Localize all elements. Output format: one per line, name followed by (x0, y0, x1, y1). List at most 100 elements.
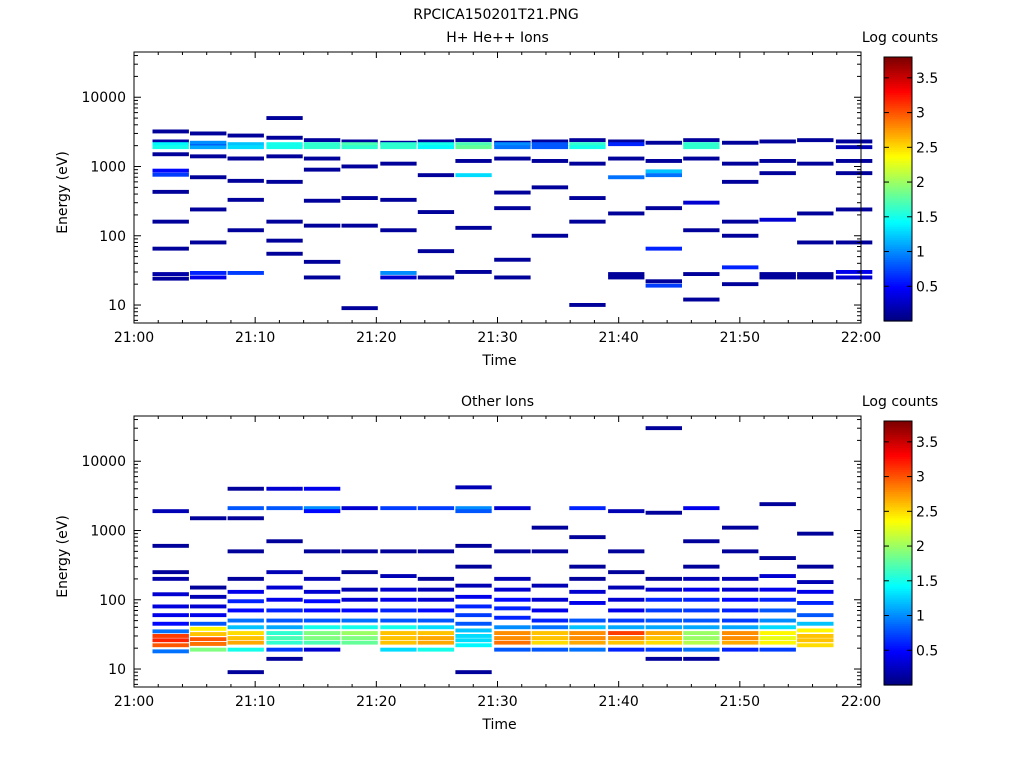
heatmap-cell (227, 178, 264, 183)
colorbar-step (884, 592, 912, 596)
heatmap-cell (266, 135, 303, 140)
colorbar-step (884, 586, 912, 589)
heatmap-cell (569, 138, 606, 143)
heatmap-cell (341, 597, 378, 602)
colorbar-step (884, 535, 912, 539)
heatmap-cell (227, 625, 264, 630)
heatmap-cell (494, 597, 531, 602)
heatmap-cell (380, 636, 417, 640)
colorbar-step (884, 145, 912, 148)
heatmap-cell (722, 282, 759, 287)
heatmap-cell (455, 142, 492, 147)
heatmap-cell (303, 549, 341, 554)
heatmap-cell (608, 275, 645, 280)
colorbar-step (884, 636, 912, 640)
heatmap-cell (683, 539, 720, 544)
heatmap-cell (417, 631, 455, 635)
heatmap-cell (722, 549, 759, 554)
heatmap-cell (722, 587, 759, 592)
colorbar-step (884, 517, 912, 521)
heatmap-cell (266, 539, 303, 544)
colorbar-step (884, 520, 912, 523)
colorbar-step (884, 509, 912, 512)
colorbar-step (884, 83, 912, 87)
colorbar-step (884, 546, 912, 550)
panel-other-ions: Other Ions 21:00 21:10 21:20 21:30 21:40 21:50… (55, 394, 938, 733)
heatmap-cell (455, 138, 492, 143)
x-tick-label: 21:10 (235, 330, 275, 346)
colorbar-step (884, 451, 912, 455)
colorbar-step (884, 182, 912, 186)
colorbar-step (884, 186, 912, 190)
heatmap-cell (569, 576, 606, 581)
heatmap-cell (645, 576, 682, 581)
x-tick-label: 21:00 (114, 694, 154, 710)
heatmap-cell (455, 628, 492, 633)
heatmap-cell (341, 549, 378, 554)
heatmap-cell (227, 228, 264, 233)
heatmap-cell (417, 647, 455, 652)
heatmap-cell (190, 585, 227, 590)
heatmap-cell (152, 168, 189, 173)
heatmap-cell (380, 574, 417, 578)
colorbar-step (884, 469, 912, 473)
colorbar-step (884, 544, 912, 547)
heatmap-cell (152, 629, 189, 634)
colorbar-step (884, 142, 912, 146)
heatmap-cell (341, 625, 378, 630)
heatmap-cell (227, 618, 264, 623)
heatmap-cell (190, 594, 227, 599)
heatmap-cell (227, 271, 264, 275)
heatmap-cell (266, 631, 303, 635)
heatmap-cell (797, 638, 834, 643)
colorbar-tick-label: 3 (916, 470, 925, 486)
heatmap-cell (190, 145, 227, 150)
colorbar-step (884, 268, 912, 271)
colorbar-step (884, 252, 912, 256)
colorbar-step (884, 123, 912, 126)
heatmap-cell (341, 618, 378, 623)
heatmap-cell (266, 656, 303, 661)
colorbar-step (884, 178, 912, 181)
colorbar-step (884, 627, 912, 631)
colorbar-step (884, 597, 912, 600)
heatmap-cell (341, 145, 378, 150)
colorbar-step (884, 114, 912, 117)
x-tick-label: 21:50 (720, 694, 760, 710)
heatmap-cell (152, 643, 189, 648)
heatmap-cell (266, 597, 303, 602)
heatmap-cell (455, 583, 492, 588)
heatmap-cell (227, 156, 264, 161)
colorbar-step (884, 217, 912, 221)
heatmap-cell (608, 139, 645, 144)
colorbar-step (884, 511, 912, 514)
heatmap-cell (759, 556, 796, 560)
heatmap-cell (380, 587, 417, 592)
colorbar-step (884, 215, 912, 219)
heatmap-cell (608, 156, 645, 161)
x-tick-label: 21:10 (235, 694, 275, 710)
colorbar: 0.5 1 1.5 2 2.5 3 3.5 Log counts (862, 394, 938, 686)
colorbar-step (884, 478, 912, 481)
colorbar-step (884, 484, 912, 488)
heatmap-cell (227, 576, 264, 581)
colorbar-step (884, 74, 912, 78)
heatmap-cell (494, 631, 531, 635)
heatmap-cell (797, 580, 834, 584)
heatmap-cell (455, 225, 492, 230)
heatmap-cell (683, 587, 720, 592)
colorbar-step (884, 555, 912, 558)
colorbar-step (884, 153, 912, 157)
heatmap-cell (645, 618, 682, 623)
heatmap-cell (380, 549, 417, 554)
heatmap-cell (531, 583, 569, 588)
heatmap-cell (152, 649, 189, 654)
heatmap-cell (683, 631, 720, 635)
colorbar-step (884, 502, 912, 506)
heatmap-cell (417, 173, 455, 178)
colorbar-step (884, 447, 912, 451)
colorbar-step (884, 434, 912, 437)
heatmap-cell (303, 223, 341, 228)
heatmap-cell (722, 640, 759, 645)
heatmap-cell (227, 549, 264, 554)
